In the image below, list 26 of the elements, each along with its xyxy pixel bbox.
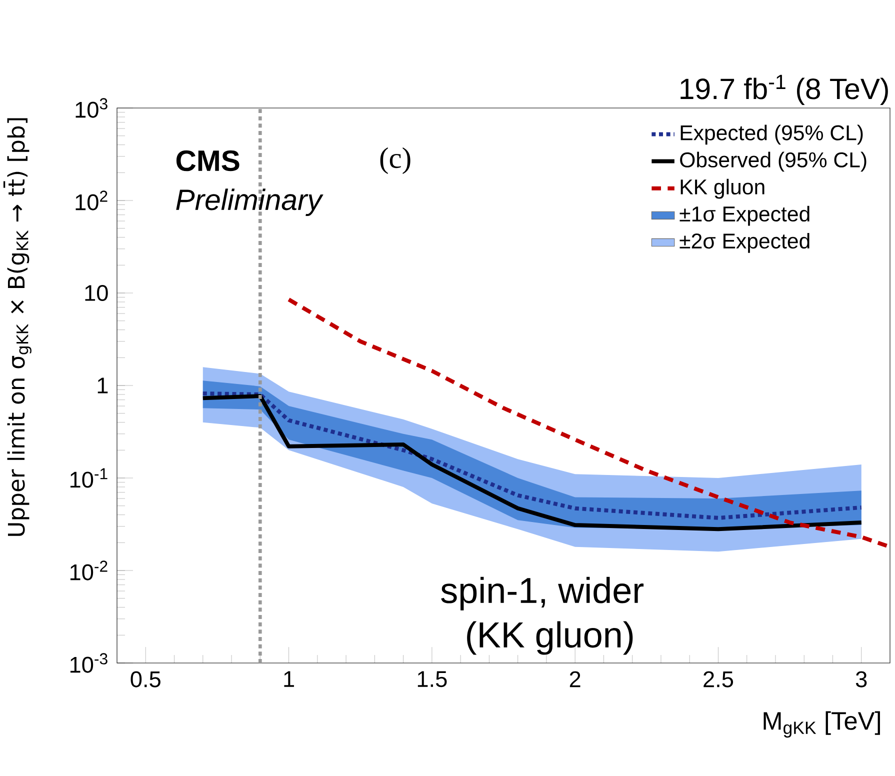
annotation: spin-1, wider bbox=[441, 576, 644, 610]
legend-label: Expected (95% CL) bbox=[680, 124, 863, 145]
y-tick-label: 10$^{-3}$ bbox=[70, 653, 108, 673]
annotation: CMS bbox=[176, 150, 240, 172]
y-tick-label: 1 bbox=[98, 378, 108, 394]
y-tick-label: 10$^{-1}$ bbox=[70, 468, 108, 488]
legend-label: KK gluon bbox=[680, 178, 764, 199]
annotation: Preliminary bbox=[176, 188, 324, 216]
legend-label: ±1σ Expected bbox=[680, 206, 810, 226]
x-tick-label: 1 bbox=[284, 671, 294, 687]
y-tick-label: 10$^{3}$ bbox=[76, 98, 108, 118]
annotation: (KK gluon) bbox=[467, 621, 633, 655]
y-tick-label: 10$^{2}$ bbox=[76, 190, 108, 210]
x-tick-label: 2.5 bbox=[704, 671, 734, 688]
x-tick-label: 0.5 bbox=[130, 671, 160, 688]
x-tick-label: 1.5 bbox=[418, 671, 447, 688]
x-tick-label: 2 bbox=[570, 671, 580, 688]
legend-label: Observed (95% CL) bbox=[680, 152, 866, 172]
x-axis-title: M$_{gKK}$ [TeV] bbox=[764, 711, 880, 738]
y-tick-label: 10$^{-2}$ bbox=[70, 560, 108, 580]
y-axis-title: Upper limit on σ$_{gKK}$ × B(g$_{KK}$ → tt̄) [pb] bbox=[3, 118, 32, 536]
annotation: (c) bbox=[380, 147, 410, 174]
legend-label: ±2σ Expected bbox=[680, 232, 810, 253]
y-tick-label: 10 bbox=[85, 284, 108, 302]
x-tick-label: 3 bbox=[856, 671, 867, 688]
text: 19.7 fb$^{-1}$ (8 TeV) bbox=[680, 74, 888, 106]
